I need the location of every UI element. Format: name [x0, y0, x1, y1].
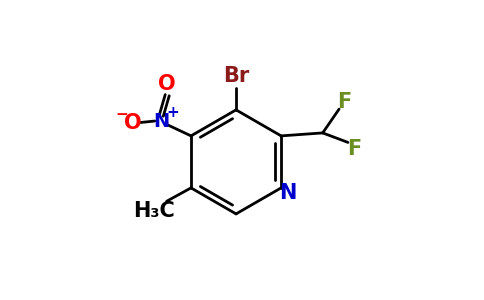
- Text: Br: Br: [223, 66, 249, 86]
- Text: O: O: [124, 112, 142, 133]
- Text: H₃C: H₃C: [133, 201, 175, 221]
- Text: +: +: [166, 105, 179, 120]
- Text: F: F: [347, 139, 361, 159]
- Text: F: F: [337, 92, 351, 112]
- Text: −: −: [115, 107, 128, 122]
- Text: N: N: [153, 112, 169, 130]
- Text: N: N: [279, 183, 296, 203]
- Text: O: O: [158, 74, 176, 94]
